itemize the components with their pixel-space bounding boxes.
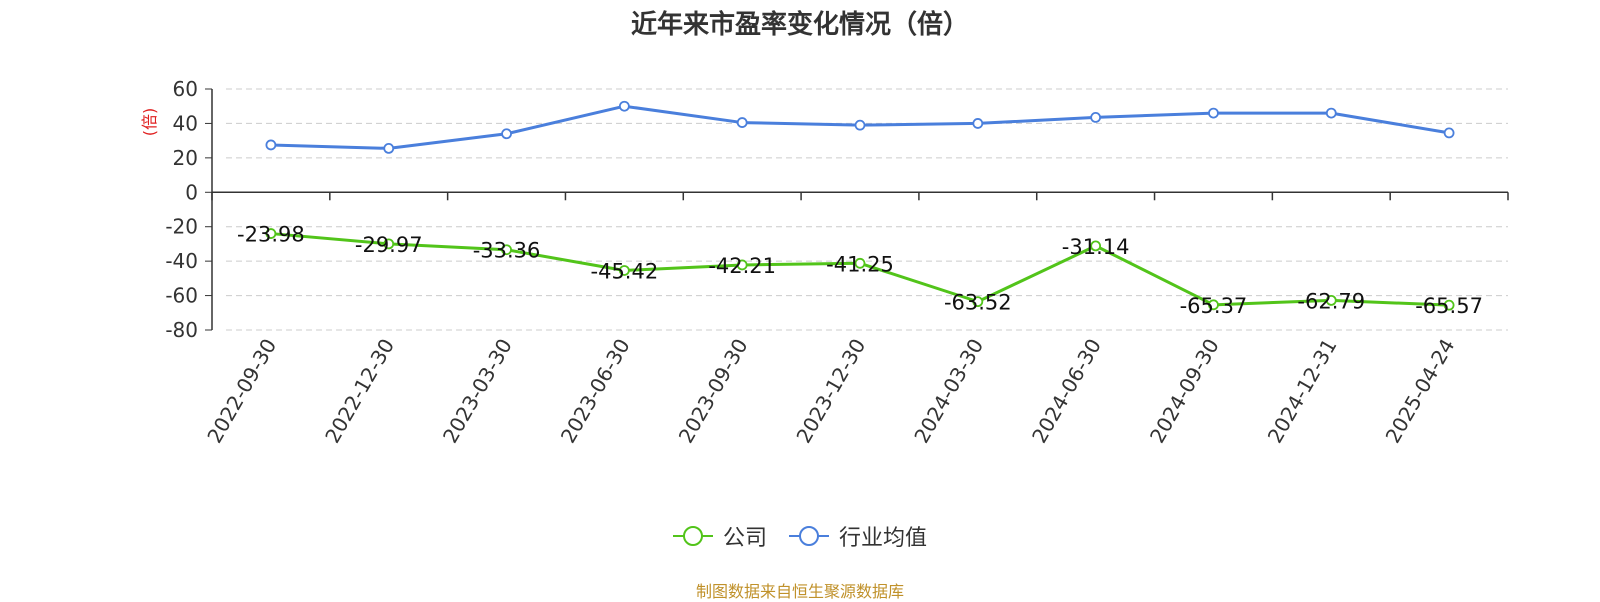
- y-tick-label: -60: [165, 284, 198, 308]
- y-tick-label: -40: [165, 249, 198, 273]
- x-tick-label: 2022-12-30: [320, 335, 399, 448]
- x-tick-label: 2024-06-30: [1027, 335, 1106, 448]
- x-tick-label: 2023-06-30: [556, 335, 635, 448]
- data-point-industry-avg[interactable]: [1443, 127, 1455, 139]
- legend-label-industry-avg: 行业均值: [839, 526, 928, 551]
- data-label-company: -23.98: [237, 223, 305, 247]
- data-label-company: -65.57: [1415, 294, 1483, 318]
- data-label-company: -63.52: [944, 291, 1012, 315]
- legend-item-industry-avg[interactable]: 行业均值: [789, 520, 927, 552]
- data-point-company[interactable]: [1443, 299, 1455, 311]
- data-label-company: -65.37: [1180, 294, 1248, 318]
- data-point-company[interactable]: [854, 257, 866, 269]
- legend-label-company: 公司: [722, 526, 767, 551]
- data-label-company: -62.79: [1297, 289, 1365, 313]
- y-tick-label: 20: [173, 146, 198, 170]
- data-point-industry-avg[interactable]: [265, 139, 277, 151]
- x-tick-label: 2024-09-30: [1145, 335, 1224, 448]
- data-point-industry-avg[interactable]: [383, 142, 395, 154]
- legend-swatch-company: [672, 526, 713, 546]
- data-point-industry-avg[interactable]: [854, 119, 866, 131]
- x-tick-label: 2023-03-30: [438, 335, 517, 448]
- y-tick-label: 0: [185, 180, 198, 204]
- data-label-company: -42.21: [708, 254, 776, 278]
- legend: 公司 行业均值: [0, 520, 1600, 552]
- data-point-company[interactable]: [1090, 240, 1102, 252]
- y-tick-label: 40: [173, 111, 198, 135]
- axes: 60 40 20 0 -20 -40 -60 -80 (倍) 2022-09-30 2022-12-…: [140, 77, 1509, 448]
- source-note: 制图数据来自恒生聚源数据库: [695, 582, 904, 601]
- legend-item-company[interactable]: 公司: [672, 520, 767, 552]
- data-point-company[interactable]: [383, 238, 395, 250]
- x-tick-label: 2024-03-30: [909, 335, 988, 448]
- data-point-industry-avg[interactable]: [972, 118, 984, 129]
- data-point-company[interactable]: [1208, 299, 1219, 311]
- data-point-industry-avg[interactable]: [736, 117, 748, 128]
- data-label-company: -33.36: [473, 239, 541, 263]
- data-labels: -23.98 -29.97 -33.36 -45.42 -42.21 -41.25 -63.…: [237, 223, 1483, 319]
- x-tick-label: 2022-09-30: [202, 335, 281, 448]
- data-label-company: -41.25: [826, 252, 894, 276]
- y-tick-label: 60: [173, 77, 198, 101]
- chart-title: 近年来市盈率变化情况（倍）: [630, 10, 969, 40]
- y-axis-label: (倍): [140, 108, 159, 137]
- data-point-industry-avg[interactable]: [501, 128, 512, 140]
- data-point-company[interactable]: [1325, 294, 1337, 306]
- series: [265, 100, 1455, 311]
- x-tick-label: 2025-04-24: [1381, 335, 1460, 448]
- data-label-company: -29.97: [355, 233, 423, 257]
- data-point-company[interactable]: [618, 265, 630, 276]
- data-point-industry-avg[interactable]: [1090, 112, 1102, 123]
- x-tick-label: 2023-09-30: [674, 335, 753, 448]
- data-point-company[interactable]: [736, 259, 748, 271]
- data-label-company: -31.14: [1062, 235, 1130, 259]
- data-label-company: -45.42: [591, 259, 659, 283]
- x-tick-label: 2024-12-31: [1263, 335, 1342, 448]
- data-point-industry-avg[interactable]: [1325, 107, 1337, 119]
- y-tick-label: -20: [165, 215, 198, 239]
- data-point-company[interactable]: [972, 296, 984, 308]
- y-tick-label: -80: [165, 318, 198, 342]
- data-point-industry-avg[interactable]: [1208, 107, 1219, 119]
- data-point-company[interactable]: [265, 228, 277, 239]
- legend-swatch-industry-avg: [789, 526, 829, 546]
- data-point-industry-avg[interactable]: [618, 100, 630, 112]
- data-point-company[interactable]: [501, 244, 512, 256]
- x-tick-label: 2023-12-30: [791, 335, 870, 448]
- grid-lines: [226, 88, 1508, 331]
